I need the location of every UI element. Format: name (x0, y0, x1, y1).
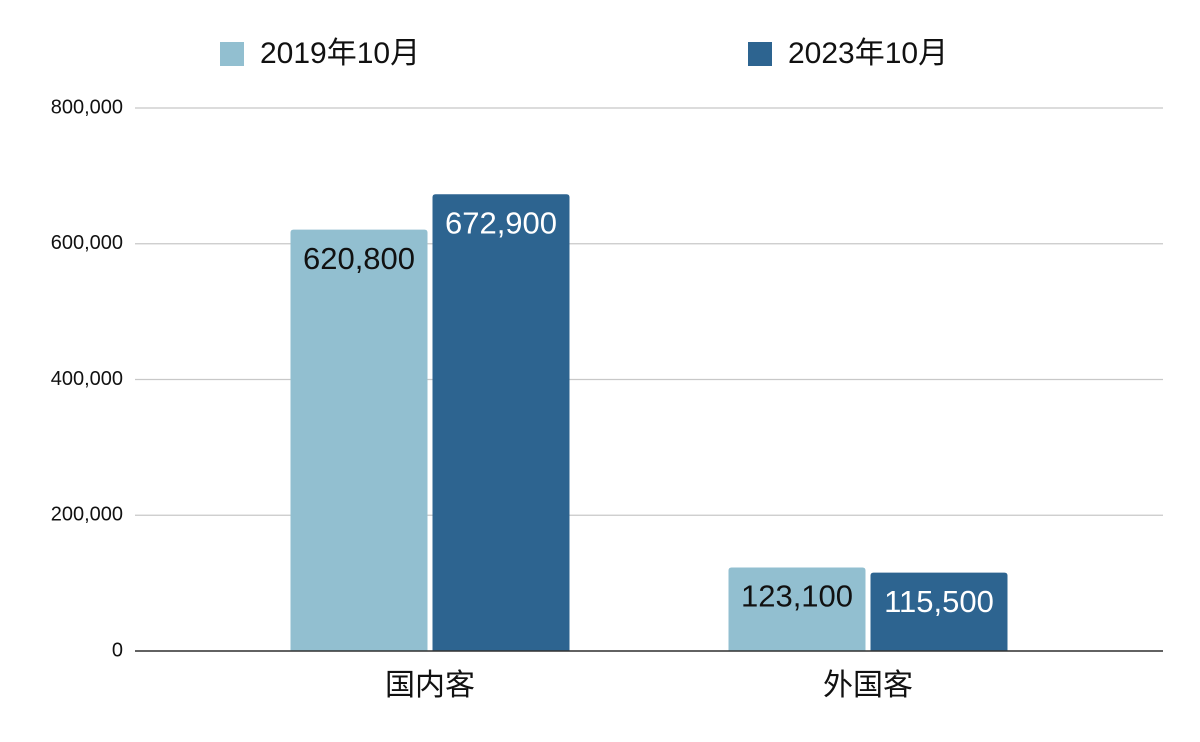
bar (728, 567, 866, 651)
x-tick-label: 国内客 (385, 669, 475, 702)
data-label: 620,800 (303, 241, 415, 276)
legend-label: 2023年10月 (788, 37, 948, 70)
y-tick-label: 400,000 (51, 368, 123, 390)
y-tick-label: 0 (112, 639, 123, 661)
legend-swatch (748, 42, 772, 66)
x-tick-label: 外国客 (823, 669, 913, 702)
data-label: 123,100 (741, 579, 853, 614)
legend-swatch (220, 42, 244, 66)
legend-label: 2019年10月 (260, 37, 420, 70)
bar (870, 572, 1008, 651)
y-tick-label: 200,000 (51, 504, 123, 526)
data-label: 672,900 (445, 205, 557, 240)
data-label: 115,500 (884, 584, 994, 619)
y-tick-label: 600,000 (51, 232, 123, 254)
bar (432, 194, 570, 652)
y-tick-label: 800,000 (51, 96, 123, 118)
bar (290, 229, 428, 651)
